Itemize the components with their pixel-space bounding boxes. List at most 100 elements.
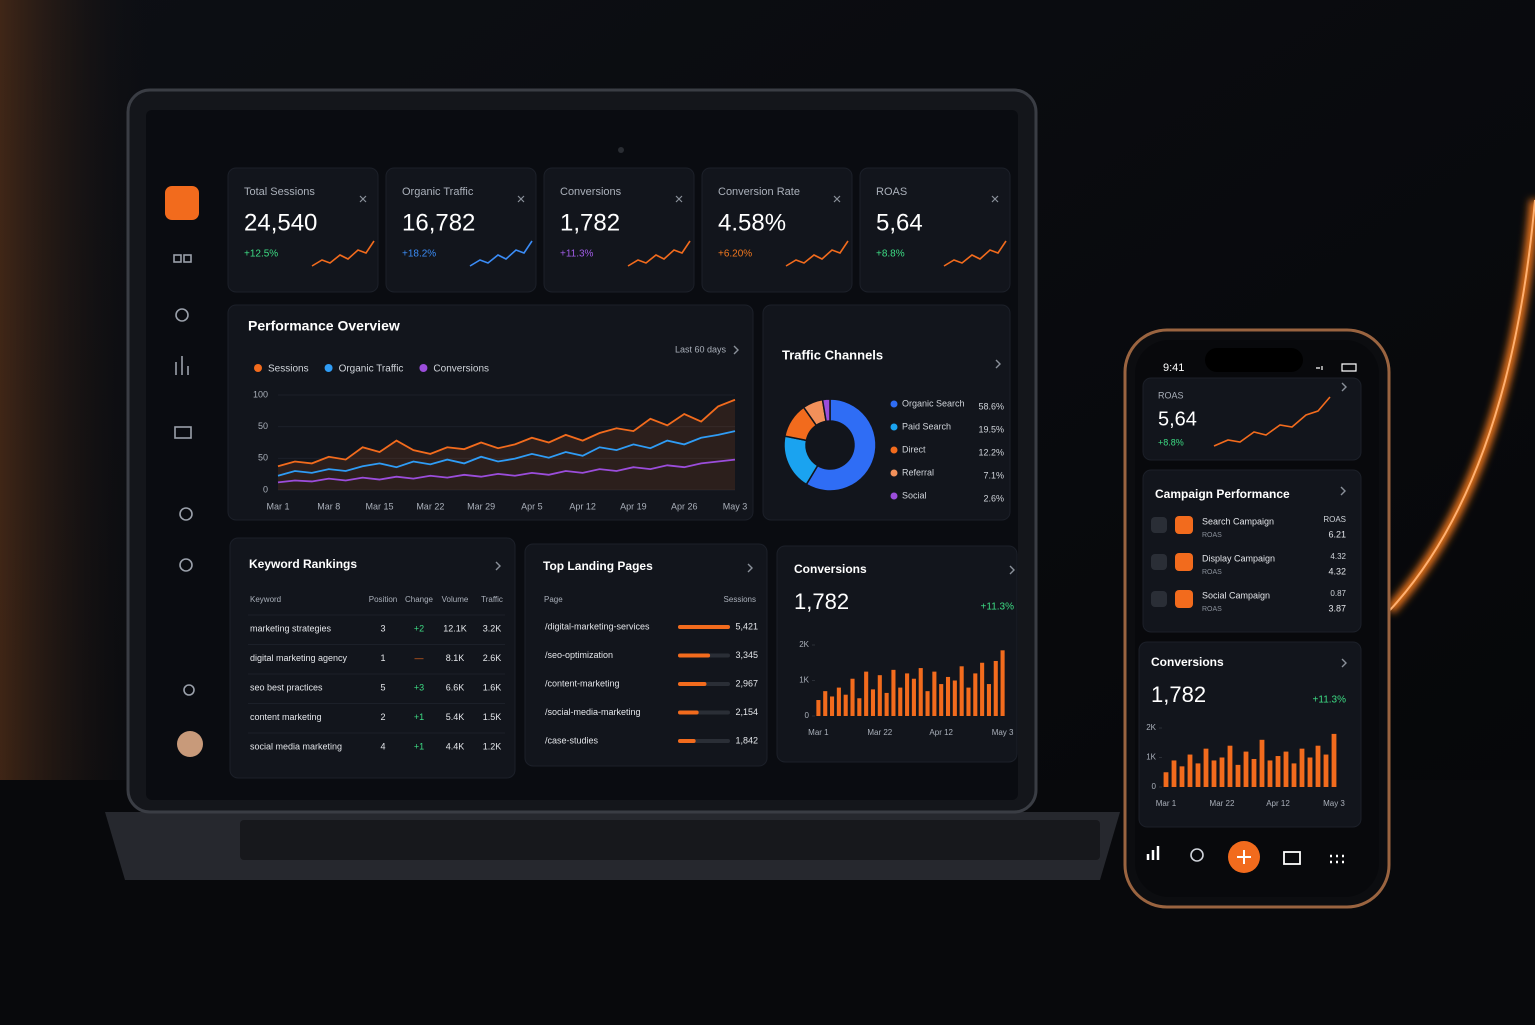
chevron[interactable]: [747, 563, 753, 573]
metric-value: 1,782: [1151, 682, 1206, 707]
card: [227, 304, 754, 521]
bar: [973, 673, 978, 716]
card: [1142, 377, 1362, 461]
campaign-value: 4.32: [1328, 566, 1346, 576]
nav-stats[interactable]: [1146, 846, 1160, 860]
nav-icon[interactable]: [183, 684, 195, 696]
kpi-change: +11.3%: [560, 249, 594, 260]
x-tick-label: May 3: [723, 501, 748, 511]
x-tick-label: Mar 22: [416, 501, 444, 511]
bar: [1323, 754, 1329, 787]
bar: [952, 680, 957, 716]
y-tick-label: 50: [258, 453, 268, 463]
table-cell: digital marketing agency: [250, 653, 348, 663]
bar: [884, 692, 889, 716]
card: [229, 537, 516, 779]
bar: [1275, 756, 1281, 787]
value-label: 2,967: [735, 678, 758, 688]
legend-label: Social: [902, 490, 927, 500]
table-cell: 1.2K: [483, 741, 502, 751]
nav-icon[interactable]: [174, 426, 192, 439]
row-icon[interactable]: [1151, 554, 1167, 570]
bar: [1235, 764, 1241, 787]
kpi-change: +6.20%: [718, 249, 752, 260]
table-cell: 5: [380, 682, 385, 692]
chevron[interactable]: [995, 359, 1001, 369]
nav-icon[interactable]: [179, 507, 193, 521]
nav-grid[interactable]: [1330, 854, 1344, 864]
table-cell: marketing strategies: [250, 623, 332, 633]
chevron[interactable]: [495, 561, 501, 571]
close-icon[interactable]: [517, 195, 525, 203]
glow-line: [1389, 199, 1535, 611]
donut-slice: [805, 398, 877, 492]
bar: [905, 673, 910, 716]
nav-search[interactable]: [1190, 848, 1204, 862]
bar: [836, 687, 841, 716]
nav-add-icon: [1237, 850, 1251, 864]
card: [701, 167, 853, 293]
nav-icon[interactable]: [173, 254, 182, 263]
row-icon[interactable]: [1151, 517, 1167, 533]
sidebar-icons: [173, 254, 195, 696]
close-icon[interactable]: [675, 195, 683, 203]
avatar[interactable]: [177, 731, 203, 757]
x-tick-label: Mar 22: [1210, 799, 1235, 808]
row-icon[interactable]: [1151, 591, 1167, 607]
x-tick-label: Mar 22: [867, 728, 892, 737]
campaign-metric: ROAS: [1202, 606, 1222, 613]
value-label: 2,154: [735, 707, 758, 717]
bar: [891, 669, 896, 716]
x-tick-label: Apr 12: [569, 501, 596, 511]
legend-swatch: [419, 364, 428, 372]
table-cell: seo best practices: [250, 682, 323, 692]
x-tick-label: Mar 15: [366, 501, 394, 511]
x-tick-label: Mar 1: [1156, 799, 1177, 808]
bar: [932, 671, 937, 716]
card-title: Top Landing Pages: [543, 559, 653, 573]
nav-mail[interactable]: [1283, 851, 1301, 865]
chevron[interactable]: [1340, 486, 1346, 496]
y-tick-label: 0: [263, 484, 268, 494]
chevron[interactable]: [1341, 382, 1347, 392]
chevron[interactable]: [1341, 658, 1347, 668]
bar: [966, 687, 971, 716]
kpi-value: 5,64: [876, 209, 923, 236]
value-label: 19.5%: [978, 424, 1004, 434]
bar: [1187, 754, 1193, 787]
nav-icon[interactable]: [183, 254, 192, 263]
x-tick-label: Mar 1: [808, 728, 829, 737]
y-tick-label: 2K: [1146, 723, 1156, 732]
close-icon[interactable]: [991, 195, 999, 203]
chevron[interactable]: [733, 345, 739, 355]
card-title: Traffic Channels: [782, 347, 883, 362]
close-icon[interactable]: [359, 195, 367, 203]
legend-label: Referral: [902, 467, 934, 477]
x-tick-label: Apr 19: [620, 501, 647, 511]
table-cell: 4.4K: [446, 741, 465, 751]
kpi-label: Conversions: [560, 186, 622, 198]
bar: [1291, 763, 1297, 787]
nav-icon[interactable]: [175, 308, 189, 322]
chevron[interactable]: [1009, 565, 1015, 575]
bar: [823, 691, 828, 716]
dynamic-island: [1205, 348, 1303, 372]
table-cell: 2.6K: [483, 653, 502, 663]
legend-label: Organic Search: [902, 398, 965, 408]
kpi-value: 1,782: [560, 209, 620, 236]
nav-icon[interactable]: [179, 558, 193, 572]
metric-change: +11.3%: [1313, 695, 1347, 706]
card: [227, 167, 379, 293]
close-icon[interactable]: [833, 195, 841, 203]
card-title: Campaign Performance: [1155, 487, 1290, 501]
kpi-value: 24,540: [244, 209, 317, 236]
table-cell: —: [415, 653, 424, 663]
legend-label: Sessions: [268, 364, 309, 375]
card: [543, 167, 695, 293]
range-selector: Last 60 days: [675, 344, 727, 354]
status-icons: [1316, 363, 1357, 372]
bar: [980, 662, 985, 716]
x-tick-label: Apr 26: [671, 501, 698, 511]
nav-icon[interactable]: [175, 356, 189, 375]
